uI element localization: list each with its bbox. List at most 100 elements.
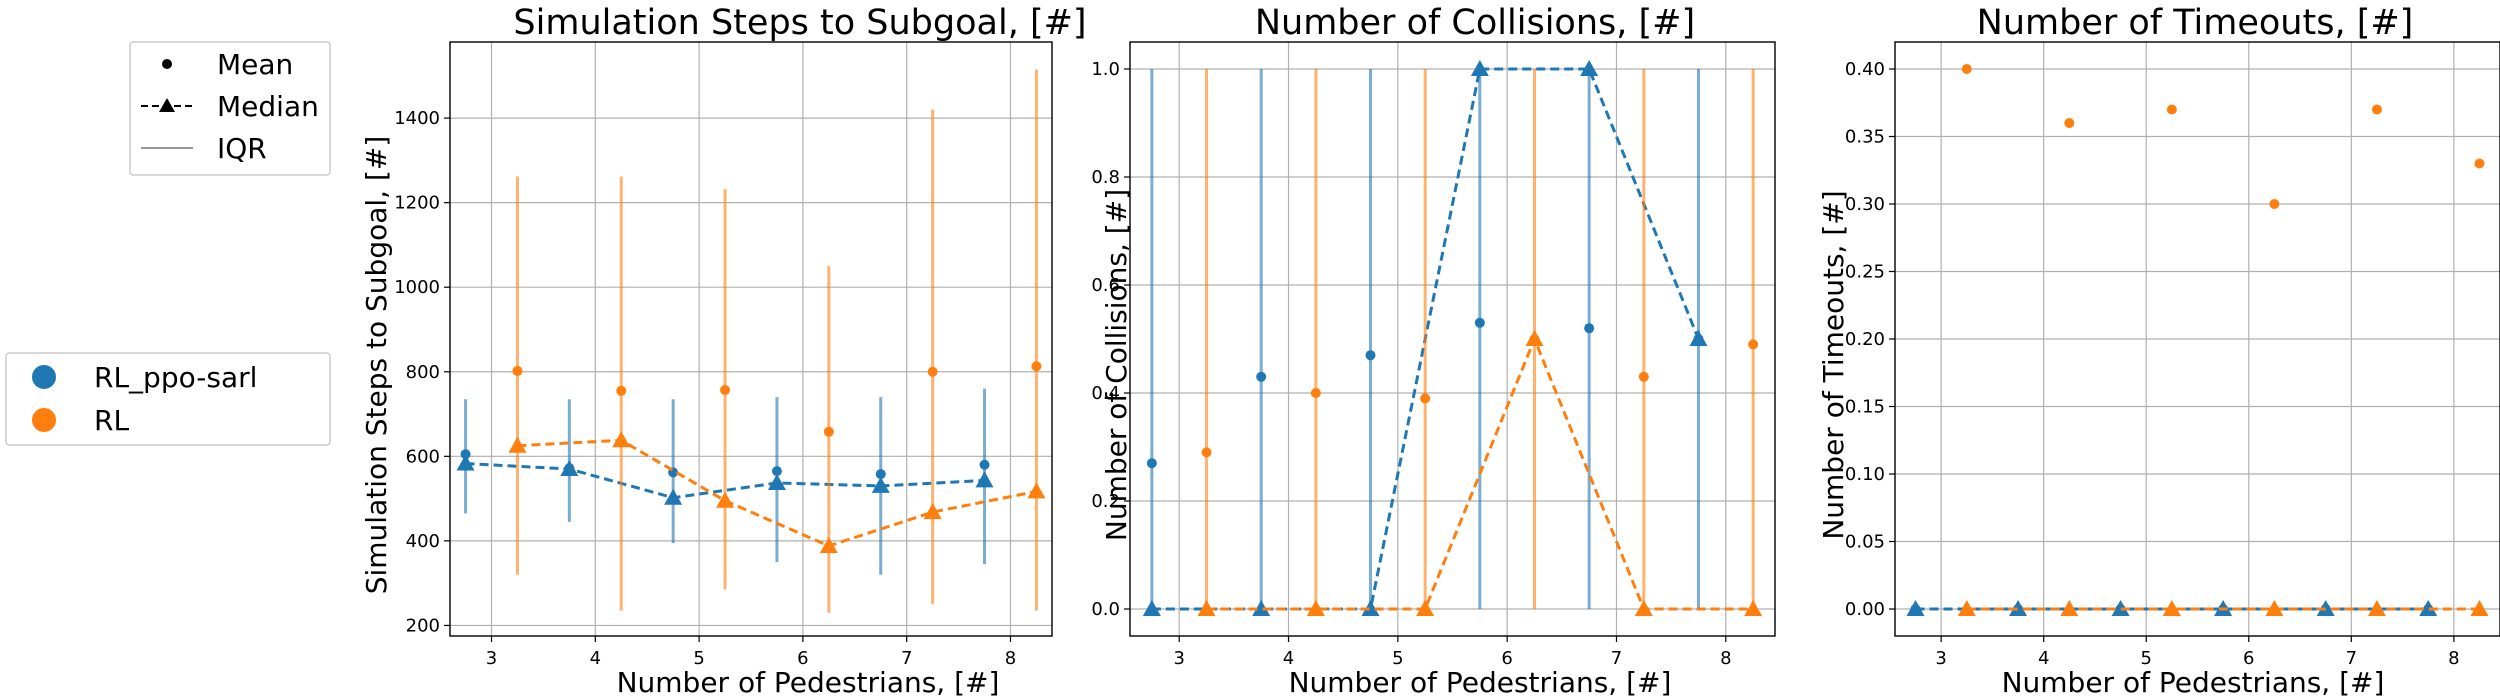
y-axis-label: Number of Collisions, [#] <box>1100 189 1133 541</box>
x-tick-label: 5 <box>1392 648 1403 669</box>
median-marker <box>923 503 942 520</box>
median-marker <box>1142 600 1161 616</box>
median-marker <box>1027 482 1046 499</box>
plot-frame <box>1894 41 2500 637</box>
y-tick-label: 0.4 <box>1091 383 1120 404</box>
mean-point <box>1474 317 1485 328</box>
rl-swatch-icon <box>32 408 56 432</box>
median-marker <box>2367 600 2386 616</box>
x-tick-label: 3 <box>1935 648 1946 669</box>
mean-point <box>720 384 731 395</box>
x-axis-label: Number of Pedestrians, [#] <box>617 666 1000 699</box>
median-marker <box>1416 600 1435 616</box>
y-tick-label: 0.2 <box>1091 491 1120 512</box>
y-tick-label: 0.0 <box>1091 599 1120 620</box>
y-tick-label: 0.15 <box>1845 397 1885 418</box>
mean-point <box>2371 104 2382 115</box>
median-marker <box>871 476 890 493</box>
y-tick-label: 800 <box>406 362 440 383</box>
x-axis-label: Number of Pedestrians, [#] <box>2002 666 2385 699</box>
mean-point <box>1693 334 1704 344</box>
median-line <box>465 462 985 500</box>
y-tick-label: 0.25 <box>1845 262 1885 283</box>
mean-point <box>927 366 938 377</box>
x-tick-label: 6 <box>2243 648 2254 669</box>
x-tick-label: 7 <box>901 648 912 669</box>
y-tick-label: 1.0 <box>1091 59 1120 80</box>
median-marker <box>1306 600 1325 616</box>
median-line <box>1206 335 1754 611</box>
y-tick-label: 1000 <box>394 277 440 298</box>
mean-point <box>1910 604 1921 614</box>
x-tick-label: 6 <box>797 648 808 669</box>
y-tick-label: 0.6 <box>1091 275 1120 296</box>
plot-frame <box>1129 41 1776 637</box>
legend-iqr-label: IQR <box>217 132 267 165</box>
plot-frame <box>449 41 1053 637</box>
mean-point <box>1365 350 1376 361</box>
mean-point <box>1310 388 1321 398</box>
median-marker <box>716 491 735 508</box>
y-tick-label: 0.40 <box>1845 59 1885 80</box>
median-marker <box>1361 600 1380 616</box>
median-marker <box>767 473 786 490</box>
x-tick-label: 3 <box>1173 648 1184 669</box>
y-tick-label: 0.35 <box>1845 127 1885 148</box>
legend-rl-label: RL <box>94 404 129 437</box>
mean-point <box>771 466 782 477</box>
x-tick-label: 5 <box>2141 648 2152 669</box>
mean-point <box>2269 199 2280 209</box>
median-marker <box>1580 60 1599 76</box>
median-marker <box>1744 600 1763 616</box>
mean-point <box>875 469 886 480</box>
y-tick-label: 0.20 <box>1845 329 1885 350</box>
y-tick-label: 0.30 <box>1845 194 1885 215</box>
mean-point <box>2474 158 2485 169</box>
median-marker <box>975 471 994 488</box>
series-legend: RL_ppo-sarl RL <box>5 352 331 446</box>
x-tick-label: 8 <box>1005 648 1016 669</box>
median-line <box>517 438 1037 548</box>
x-tick-label: 3 <box>486 648 497 669</box>
mean-point <box>1420 393 1431 404</box>
mean-point <box>2166 104 2177 115</box>
mean-marker-icon <box>162 59 172 69</box>
legend-median-label: Median <box>217 90 319 123</box>
mean-point <box>1146 458 1157 469</box>
mean-point <box>1638 371 1649 382</box>
y-tick-label: 1200 <box>394 193 440 214</box>
mean-point <box>2064 118 2075 128</box>
x-tick-label: 8 <box>1720 648 1731 669</box>
x-tick-label: 8 <box>2448 648 2459 669</box>
median-marker <box>1470 60 1489 76</box>
median-marker <box>1197 600 1216 616</box>
median-marker <box>819 536 838 553</box>
mean-point <box>1031 361 1042 372</box>
median-marker <box>2060 600 2079 616</box>
median-marker <box>1634 600 1653 616</box>
y-tick-label: 0.00 <box>1845 599 1885 620</box>
y-axis-label: Simulation Steps to Subgoal, [#] <box>360 136 393 595</box>
mean-point <box>979 459 990 470</box>
mean-point <box>2013 604 2024 614</box>
x-tick-label: 4 <box>590 648 601 669</box>
style-legend-frame <box>129 41 331 176</box>
y-tick-label: 0.10 <box>1845 464 1885 485</box>
x-axis-label: Number of Pedestrians, [#] <box>1289 666 1672 699</box>
chart-collisions: Number of Collisions, [#] Number of Pede… <box>1091 3 1776 699</box>
median-marker <box>2470 600 2489 616</box>
median-marker <box>1252 600 1271 616</box>
mean-point <box>1584 323 1595 334</box>
median-marker <box>508 436 527 453</box>
chart-title: Simulation Steps to Subgoal, [#] <box>513 3 1086 43</box>
median-marker <box>2265 600 2284 616</box>
mean-point <box>1256 371 1267 382</box>
mean-point <box>512 365 523 376</box>
mean-point <box>460 449 471 460</box>
legend-mean-label: Mean <box>217 48 293 81</box>
x-tick-label: 5 <box>693 648 704 669</box>
median-marker <box>1957 600 1976 616</box>
y-tick-label: 0.8 <box>1091 167 1120 188</box>
series-legend-frame <box>5 352 331 446</box>
